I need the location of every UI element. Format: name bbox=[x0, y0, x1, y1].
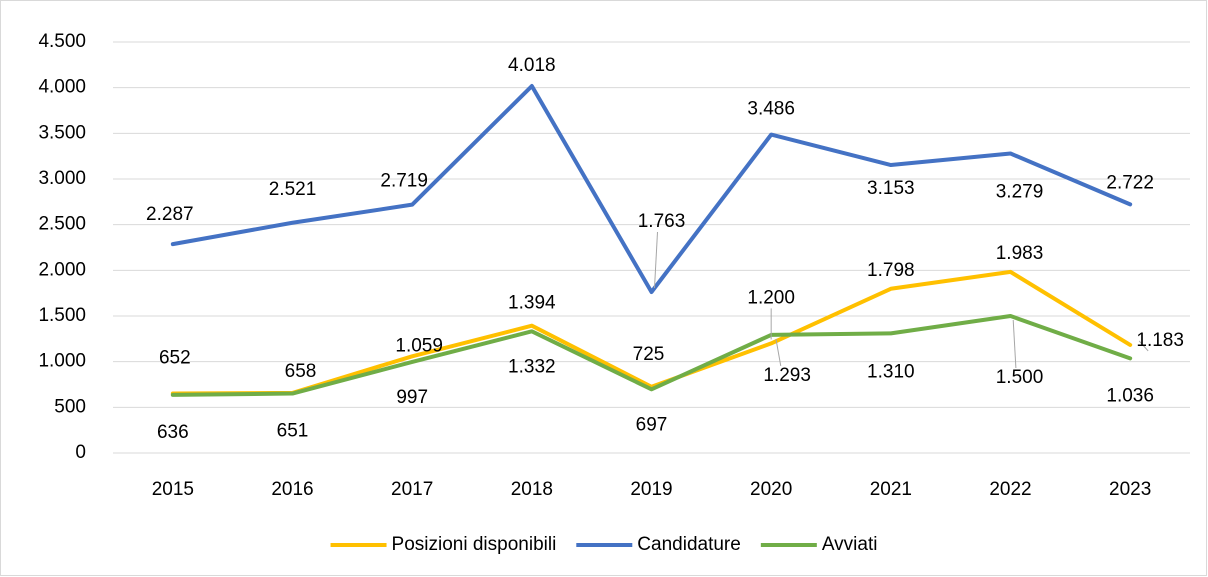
x-tick-label: 2019 bbox=[630, 479, 672, 500]
data-label: 997 bbox=[396, 387, 428, 408]
data-label: 697 bbox=[636, 414, 668, 435]
legend-label: Candidature bbox=[637, 534, 741, 555]
data-label: 1.798 bbox=[867, 260, 915, 281]
leader-line bbox=[1138, 340, 1149, 352]
x-tick-label: 2020 bbox=[750, 479, 792, 500]
data-label: 3.153 bbox=[867, 178, 915, 199]
data-label: 1.763 bbox=[638, 211, 686, 232]
y-tick-label: 0 bbox=[75, 442, 86, 463]
data-label: 1.183 bbox=[1136, 330, 1184, 351]
data-label: 1.036 bbox=[1106, 385, 1154, 406]
data-label: 652 bbox=[159, 347, 191, 368]
data-label: 651 bbox=[277, 421, 309, 442]
leader-line bbox=[654, 231, 658, 289]
y-tick-label: 1.000 bbox=[38, 351, 86, 372]
x-tick-label: 2023 bbox=[1109, 479, 1151, 500]
data-label: 2.719 bbox=[380, 171, 428, 192]
data-label: 725 bbox=[633, 344, 665, 365]
data-label: 1.200 bbox=[747, 287, 795, 308]
data-label: 1.310 bbox=[867, 361, 915, 382]
legend: Posizioni disponibili Candidature Avviati bbox=[330, 534, 878, 555]
data-label: 2.287 bbox=[146, 204, 194, 225]
data-label: 1.293 bbox=[763, 365, 811, 386]
series-line bbox=[170, 314, 1133, 397]
data-label: 1.983 bbox=[996, 243, 1044, 264]
data-label: 636 bbox=[157, 422, 189, 443]
x-tick-label: 2016 bbox=[271, 479, 313, 500]
legend-label: Avviati bbox=[822, 534, 878, 555]
y-tick-label: 500 bbox=[54, 396, 86, 417]
series-line bbox=[170, 84, 1133, 294]
data-label: 2.521 bbox=[269, 179, 317, 200]
leader-line bbox=[775, 338, 782, 366]
data-label: 3.279 bbox=[996, 182, 1044, 203]
y-tick-label: 1.500 bbox=[38, 305, 86, 326]
x-tick-label: 2015 bbox=[152, 479, 194, 500]
y-tick-label: 4.500 bbox=[38, 31, 86, 52]
data-label: 1.394 bbox=[508, 293, 556, 314]
y-tick-label: 4.000 bbox=[38, 77, 86, 98]
x-tick-label: 2021 bbox=[870, 479, 912, 500]
leader-line bbox=[1012, 319, 1017, 369]
data-label: 2.722 bbox=[1106, 172, 1154, 193]
series-line bbox=[170, 269, 1133, 396]
x-tick-label: 2018 bbox=[511, 479, 553, 500]
data-label: 3.486 bbox=[747, 99, 795, 120]
y-tick-label: 3.000 bbox=[38, 168, 86, 189]
x-tick-label: 2022 bbox=[989, 479, 1031, 500]
data-label: 1.332 bbox=[508, 356, 556, 377]
x-tick-label: 2017 bbox=[391, 479, 433, 500]
data-label: 4.018 bbox=[508, 55, 556, 76]
data-label: 1.059 bbox=[395, 335, 443, 356]
y-tick-label: 2.000 bbox=[38, 259, 86, 280]
y-tick-label: 3.500 bbox=[38, 122, 86, 143]
y-tick-label: 2.500 bbox=[38, 214, 86, 235]
legend-label: Posizioni disponibili bbox=[392, 534, 557, 555]
data-label: 1.500 bbox=[996, 367, 1044, 388]
data-label: 658 bbox=[285, 361, 317, 382]
